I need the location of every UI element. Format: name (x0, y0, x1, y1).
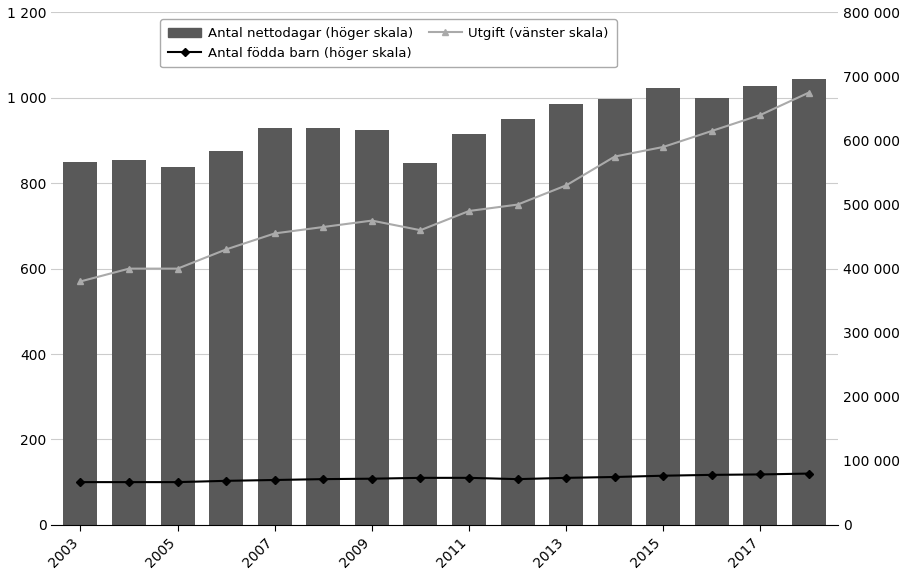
Bar (63, 162, 97, 525)
Bar (647, 88, 680, 525)
Bar (210, 151, 243, 525)
Bar (404, 163, 437, 525)
Bar (549, 104, 583, 525)
Bar (744, 86, 777, 525)
Bar (258, 128, 292, 525)
Bar (355, 130, 389, 525)
Bar (161, 167, 195, 525)
Legend: Antal nettodagar (höger skala), Antal födda barn (höger skala), Utgift (vänster : Antal nettodagar (höger skala), Antal fö… (161, 19, 617, 68)
Bar (598, 99, 632, 525)
Bar (112, 160, 146, 525)
Bar (307, 128, 340, 525)
Bar (792, 78, 826, 525)
Bar (695, 98, 729, 525)
Bar (452, 134, 486, 525)
Bar (501, 119, 534, 525)
